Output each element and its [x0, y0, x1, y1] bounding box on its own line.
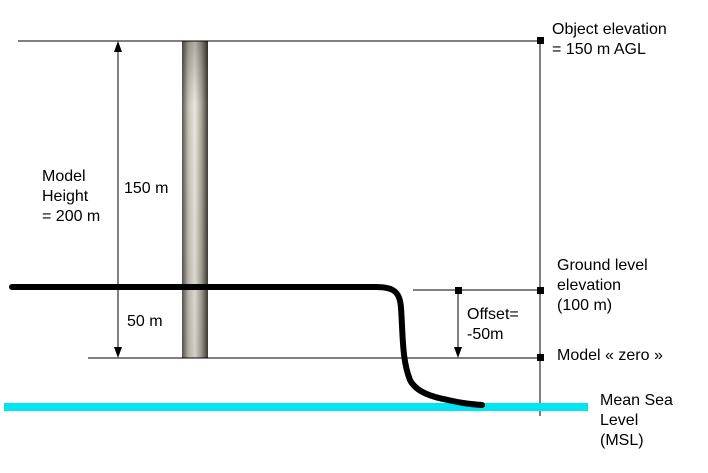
msl-line-3: (MSL)	[600, 432, 644, 449]
offset-line-1: Offset=	[467, 306, 519, 323]
model-height-line-3: = 200 m	[42, 208, 101, 225]
model-height-arrow	[114, 41, 122, 358]
model-height-line-1: Model	[42, 168, 86, 185]
ground-level-line-1: Ground level	[557, 257, 648, 274]
object-elevation-line-2: = 150 m AGL	[552, 41, 646, 58]
mean-sea-level-bar	[4, 403, 588, 411]
lower-segment-label: 50 m	[127, 313, 163, 330]
object-elevation-marker	[537, 37, 544, 44]
object-pole	[182, 41, 208, 358]
upper-segment-label: 150 m	[124, 180, 169, 197]
model-height-label: Model Height = 200 m	[42, 167, 100, 227]
ground-level-label: Ground level elevation (100 m)	[557, 256, 648, 316]
msl-label: Mean Sea Level (MSL)	[600, 391, 673, 451]
ground-level-line-3: (100 m)	[557, 297, 613, 314]
object-elevation-line-1: Object elevation	[552, 21, 667, 38]
offset-label: Offset= -50m	[467, 305, 519, 345]
model-zero-marker	[537, 354, 544, 361]
ground-terrain-line	[9, 284, 485, 408]
offset-arrow	[454, 287, 462, 358]
msl-line-2: Level	[600, 412, 639, 429]
ground-level-marker	[537, 287, 544, 294]
offset-line-2: -50m	[467, 326, 504, 343]
model-height-line-2: Height	[42, 188, 89, 205]
ground-level-line-2: elevation	[557, 277, 622, 294]
model-zero-label: Model « zero »	[557, 347, 663, 364]
msl-line-1: Mean Sea	[600, 392, 673, 409]
object-elevation-label: Object elevation = 150 m AGL	[552, 20, 667, 60]
